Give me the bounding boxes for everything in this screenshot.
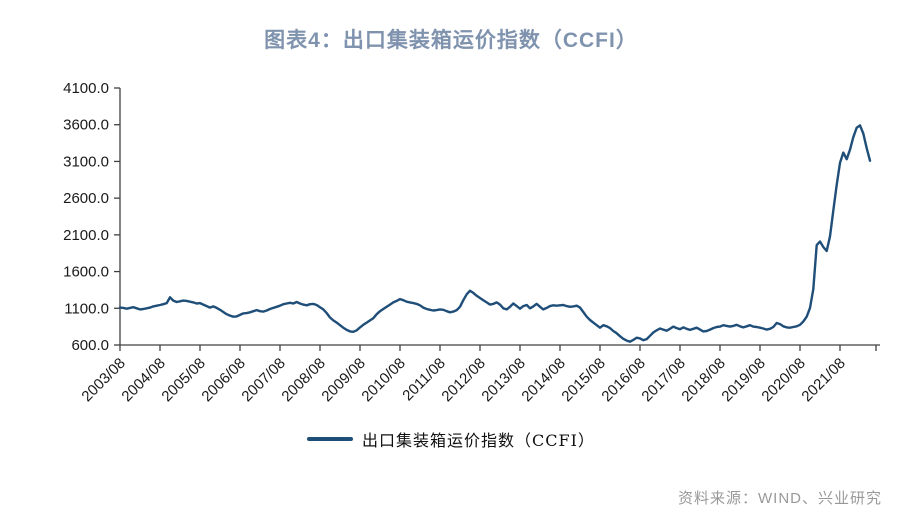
svg-text:2014/08: 2014/08 <box>518 355 568 405</box>
svg-text:2005/08: 2005/08 <box>158 355 208 405</box>
svg-text:1100.0: 1100.0 <box>64 300 109 317</box>
svg-text:3100.0: 3100.0 <box>63 153 109 170</box>
svg-text:4100.0: 4100.0 <box>63 80 109 97</box>
legend-line-swatch <box>307 437 354 441</box>
svg-text:2021/08: 2021/08 <box>798 355 848 405</box>
svg-text:2020/08: 2020/08 <box>758 355 808 405</box>
svg-text:2007/08: 2007/08 <box>238 355 288 405</box>
legend-series-label: 出口集装箱运价指数（CCFI） <box>362 431 595 450</box>
svg-text:2004/08: 2004/08 <box>118 355 168 405</box>
svg-text:2100.0: 2100.0 <box>63 227 109 244</box>
legend: 出口集装箱运价指数（CCFI） <box>0 427 902 451</box>
svg-text:1600.0: 1600.0 <box>63 264 109 281</box>
svg-text:2015/08: 2015/08 <box>558 355 608 405</box>
svg-text:2018/08: 2018/08 <box>678 355 728 405</box>
svg-text:2017/08: 2017/08 <box>638 355 688 405</box>
svg-text:2008/08: 2008/08 <box>278 355 328 405</box>
svg-text:2013/08: 2013/08 <box>478 355 528 405</box>
svg-text:2006/08: 2006/08 <box>198 355 248 405</box>
svg-text:2009/08: 2009/08 <box>318 355 368 405</box>
svg-text:600.0: 600.0 <box>71 337 109 354</box>
data-source-note: 资料来源：WIND、兴业研究 <box>678 490 882 507</box>
svg-text:2016/08: 2016/08 <box>598 355 648 405</box>
svg-text:2600.0: 2600.0 <box>63 190 109 207</box>
svg-text:2003/08: 2003/08 <box>78 355 128 405</box>
svg-text:3600.0: 3600.0 <box>63 117 109 134</box>
svg-text:2010/08: 2010/08 <box>358 355 408 405</box>
chart-title: 图表4：出口集装箱运价指数（CCFI） <box>264 29 638 52</box>
svg-text:2019/08: 2019/08 <box>718 355 768 405</box>
svg-text:2012/08: 2012/08 <box>438 355 488 405</box>
